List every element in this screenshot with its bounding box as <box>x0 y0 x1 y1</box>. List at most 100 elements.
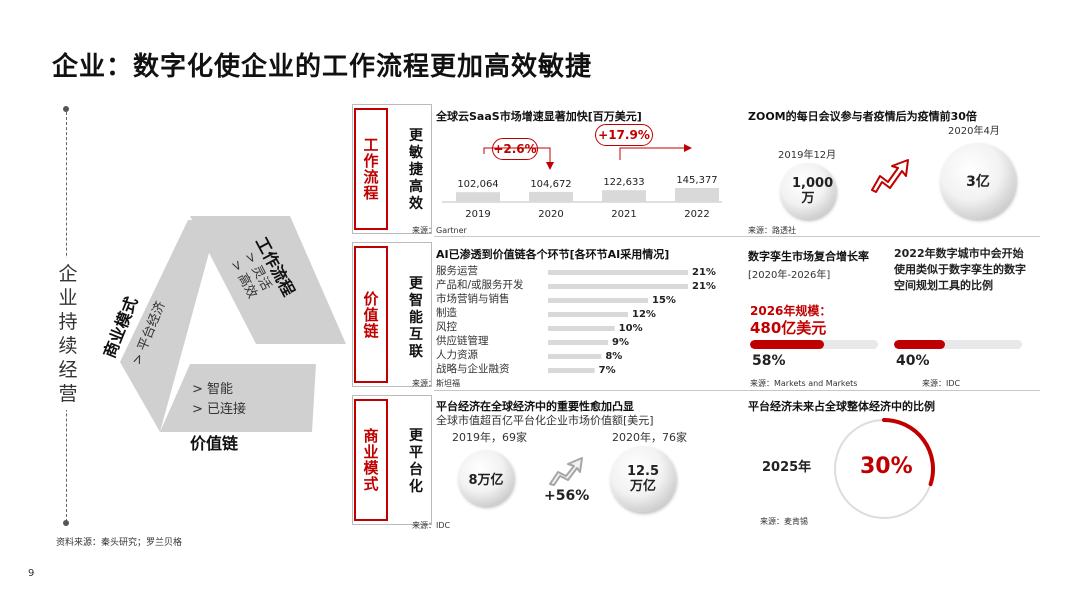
twin-progress-b <box>894 340 1022 349</box>
ai-category-label: 人力资源 <box>436 348 478 361</box>
twin-progress-a <box>750 340 878 349</box>
saas-category-label: 2021 <box>611 209 636 220</box>
triangle-value-item-2: > 已连接 <box>192 402 247 417</box>
saas-bar-value-label: 102,064 <box>457 179 498 190</box>
ai-bar-value-label: 8% <box>605 351 622 362</box>
saas-title: 全球云SaaS市场增速显著加快[百万美元] <box>436 110 642 123</box>
zoom-title: ZOOM的每日会议参与者疫情后为疫情前30倍 <box>748 110 977 123</box>
saas-category-label: 2019 <box>465 209 490 220</box>
platform-growth-arrow-icon <box>549 457 583 486</box>
zoom-bubble-1: 1,000万 <box>780 163 836 219</box>
line-bottom-dot <box>63 520 69 526</box>
ai-bar <box>548 298 648 303</box>
global-share-ring <box>834 418 935 519</box>
saas-bar-chart: 102,064 2019 104,672 2020 122,633 2021 145,377… <box>442 175 722 220</box>
twin-title-a: 数字孪生市场复合增长率 <box>748 250 869 263</box>
saas-arrow-1 <box>483 147 551 164</box>
ai-title: AI已渗透到价值链各个环节[各环节AI采用情况] <box>436 248 670 261</box>
platform-subtitle: 全球市值超百亿平台化企业市场价值额[美元] <box>436 414 654 427</box>
twin-scale-label: 2026年规模： <box>750 304 832 318</box>
ai-bar-value-label: 12% <box>632 309 656 320</box>
ai-bar-value-label: 15% <box>652 295 676 306</box>
section-frame-workflow <box>352 104 432 234</box>
page-title: 企业：数字化使企业的工作流程更加高效敏捷 <box>52 52 593 82</box>
triangle-value-item-1: > 智能 <box>192 382 234 397</box>
platform-bubble-2: 12.5万亿 <box>610 446 676 512</box>
platform-value-2: 12.5万亿 <box>626 464 660 494</box>
saas-category-label: 2020 <box>538 209 563 220</box>
ai-category-label: 产品和/或服务开发 <box>436 278 524 291</box>
ring-slice <box>882 418 935 487</box>
left-source: 资料来源：秦头研究；罗兰贝格 <box>56 538 183 548</box>
tag-box-value-chain: 价值链 <box>354 246 388 383</box>
platform-source: 来源：IDC <box>412 521 451 530</box>
saas-growth-1: +2.6% <box>492 138 538 160</box>
ai-bar <box>548 284 688 289</box>
zoom-value-2: 3亿 <box>966 174 990 190</box>
twin-pct-a: 58% <box>752 353 786 369</box>
zoom-date-2: 2020年4月 <box>948 126 1000 137</box>
saas-growth-arrows <box>483 144 692 170</box>
platform-label-2: 2020年，76家 <box>612 431 687 444</box>
ai-bar-value-label: 21% <box>692 267 716 278</box>
separator-2 <box>434 390 1040 391</box>
platform-label-1: 2019年，69家 <box>452 431 527 444</box>
ai-bar-value-label: 21% <box>692 281 716 292</box>
saas-bar-value-label: 122,633 <box>603 177 644 188</box>
tag-box-business-model: 商业模式 <box>354 399 388 521</box>
section-label-workflow: 更敏捷高效 <box>409 128 423 212</box>
ai-bar-value-label: 10% <box>619 323 643 334</box>
saas-arrow-1-head <box>546 162 554 170</box>
saas-bar <box>675 188 719 202</box>
ai-source: 来源：斯坦福 <box>412 379 460 388</box>
triangle-label-value-chain: 价值链 <box>190 434 239 453</box>
platform-title: 平台经济在全球经济中的重要性愈加凸显 <box>436 400 634 413</box>
tag-box-workflow: 工作流程 <box>354 108 388 230</box>
ai-bar-value-label: 9% <box>612 337 629 348</box>
ai-bar <box>548 326 615 331</box>
separator-1 <box>434 236 1040 237</box>
ai-category-label: 制造 <box>436 306 457 319</box>
zoom-up-arrow-icon <box>871 159 909 193</box>
saas-bar-value-label: 145,377 <box>676 175 717 186</box>
line-top-dot <box>63 106 69 112</box>
platform-growth: +56% <box>544 488 590 504</box>
ai-category-label: 市场营销与销售 <box>436 292 510 305</box>
saas-category-label: 2022 <box>684 209 709 220</box>
page-number: 9 <box>28 568 35 579</box>
twin-progress-b-fill <box>894 340 946 349</box>
ai-bar <box>548 270 688 275</box>
left-vertical-text: 企业持续经营 <box>54 258 82 410</box>
ai-category-label: 供应链管理 <box>436 334 489 347</box>
twin-progress-a-fill <box>750 340 825 349</box>
saas-bar <box>529 191 573 202</box>
zoom-bubble-2: 3亿 <box>940 143 1016 219</box>
ai-category-label: 战略与企业融资 <box>436 362 510 375</box>
zoom-date-1: 2019年12月 <box>778 150 837 161</box>
saas-bar-value-label: 104,672 <box>530 179 571 190</box>
section-label-value-chain: 更智能互联 <box>409 276 423 360</box>
saas-bar <box>456 192 500 202</box>
global-share-source: 来源：麦肯锡 <box>760 517 808 526</box>
triangle-bottom-side <box>160 364 316 432</box>
saas-source: 来源：Gartner <box>412 226 467 235</box>
saas-bar <box>602 190 646 202</box>
section-frame-business-model <box>352 395 432 525</box>
ai-category-label: 风控 <box>436 320 457 333</box>
ai-bar <box>548 368 595 373</box>
zoom-value-1: 1,000万 <box>792 176 834 206</box>
twin-pct-b: 40% <box>896 353 930 369</box>
global-share-title: 平台经济未来占全球整体经济中的比例 <box>748 400 935 413</box>
twin-title-a2: [2020年-2026年] <box>748 270 831 281</box>
ai-category-label: 服务运营 <box>436 264 478 277</box>
global-share-year: 2025年 <box>762 460 812 475</box>
ai-bar <box>548 312 628 317</box>
saas-growth-2: +17.9% <box>595 124 653 146</box>
twin-source-a: 来源：Markets and Markets <box>750 379 858 388</box>
triangle-diagram <box>120 216 346 432</box>
saas-arrow-2 <box>619 147 686 160</box>
section-label-business-model: 更平台化 <box>409 428 423 495</box>
zoom-source: 来源：路透社 <box>748 226 796 235</box>
platform-bubble-1: 8万亿 <box>458 450 514 506</box>
ai-bar <box>548 354 602 359</box>
